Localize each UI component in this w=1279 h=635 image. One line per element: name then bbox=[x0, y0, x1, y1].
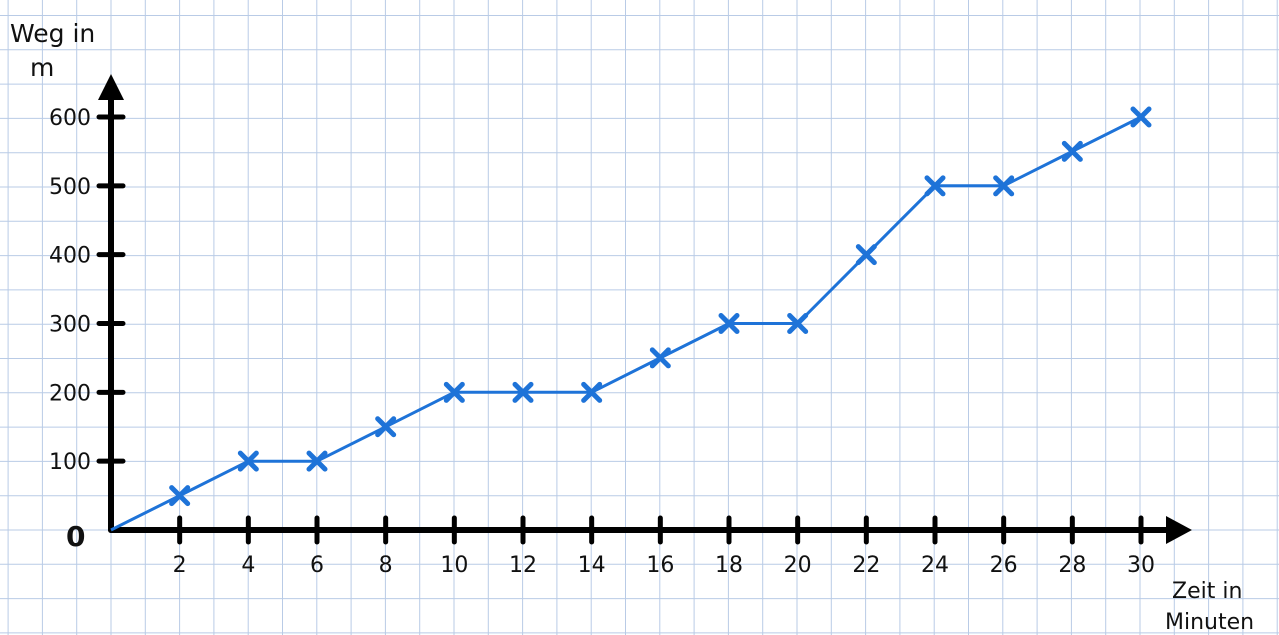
y-tick-label: 200 bbox=[49, 381, 91, 406]
data-point-marker bbox=[169, 485, 191, 507]
data-point-stroke bbox=[237, 450, 259, 472]
x-tick-label: 12 bbox=[509, 553, 537, 578]
axis-ticks: 2 4 6 8 10 12 14 16 18 20 22 24 26 28 3010020030040050… bbox=[49, 106, 1155, 578]
x-axis-label-line-1: Zeit in bbox=[1172, 579, 1242, 604]
x-axis-label-line-2: Minuten bbox=[1165, 610, 1254, 635]
x-tick-label: 6 bbox=[310, 553, 324, 578]
data-point-marker bbox=[512, 381, 534, 403]
y-tick-label: 600 bbox=[49, 106, 91, 131]
x-tick-label: 14 bbox=[578, 553, 606, 578]
y-tick-label: 500 bbox=[49, 175, 91, 200]
data-point-marker bbox=[924, 175, 946, 197]
x-tick-label: 16 bbox=[646, 553, 674, 578]
x-axis-arrow bbox=[1166, 516, 1192, 544]
data-point-stroke bbox=[306, 450, 328, 472]
y-tick-label: 300 bbox=[49, 313, 91, 338]
data-point-stroke bbox=[581, 381, 603, 403]
x-tick-label: 30 bbox=[1127, 553, 1155, 578]
x-tick-label: 4 bbox=[241, 553, 255, 578]
data-point-marker bbox=[649, 347, 671, 369]
axes bbox=[98, 74, 1192, 544]
x-tick-label: 24 bbox=[921, 553, 949, 578]
x-tick-label: 26 bbox=[990, 553, 1018, 578]
x-tick-label: 10 bbox=[440, 553, 468, 578]
data-point-stroke bbox=[1130, 106, 1152, 128]
origin-label: 0 bbox=[66, 520, 85, 553]
data-point-marker bbox=[993, 175, 1015, 197]
data-point-stroke bbox=[718, 313, 740, 334]
data-point-stroke bbox=[855, 244, 877, 266]
data-point-stroke bbox=[1061, 140, 1083, 162]
data-point-marker bbox=[1061, 140, 1083, 162]
data-point-marker bbox=[855, 244, 877, 266]
data-point-marker bbox=[787, 313, 809, 334]
data-series bbox=[110, 106, 1152, 532]
data-point-stroke bbox=[512, 381, 534, 403]
y-axis-arrow bbox=[98, 74, 124, 100]
x-tick-label: 8 bbox=[379, 553, 393, 578]
x-tick-label: 18 bbox=[715, 553, 743, 578]
series-line bbox=[110, 115, 1142, 532]
data-point-marker bbox=[718, 313, 740, 334]
data-point-marker bbox=[375, 416, 397, 438]
axis-labels: Weg in m Zeit in Minuten 0 bbox=[10, 19, 1254, 635]
data-point-stroke bbox=[787, 313, 809, 334]
y-axis-label-line-2: m bbox=[30, 53, 54, 82]
x-tick-label: 22 bbox=[852, 553, 880, 578]
data-point-stroke bbox=[169, 485, 191, 507]
y-tick-label: 100 bbox=[49, 450, 91, 475]
data-point-marker bbox=[237, 450, 259, 472]
x-tick-label: 2 bbox=[173, 553, 187, 578]
data-point-marker bbox=[443, 381, 465, 403]
data-point-stroke bbox=[993, 175, 1015, 197]
x-tick-label: 28 bbox=[1058, 553, 1086, 578]
data-point-marker bbox=[306, 450, 328, 472]
data-point-marker bbox=[1130, 106, 1152, 128]
data-point-stroke bbox=[375, 416, 397, 438]
y-axis-label-line-1: Weg in bbox=[10, 19, 95, 48]
data-point-stroke bbox=[443, 381, 465, 403]
data-point-stroke bbox=[924, 175, 946, 197]
data-point-stroke bbox=[649, 347, 671, 369]
x-tick-label: 20 bbox=[784, 553, 812, 578]
y-tick-label: 400 bbox=[49, 244, 91, 269]
data-point-marker bbox=[581, 381, 603, 403]
